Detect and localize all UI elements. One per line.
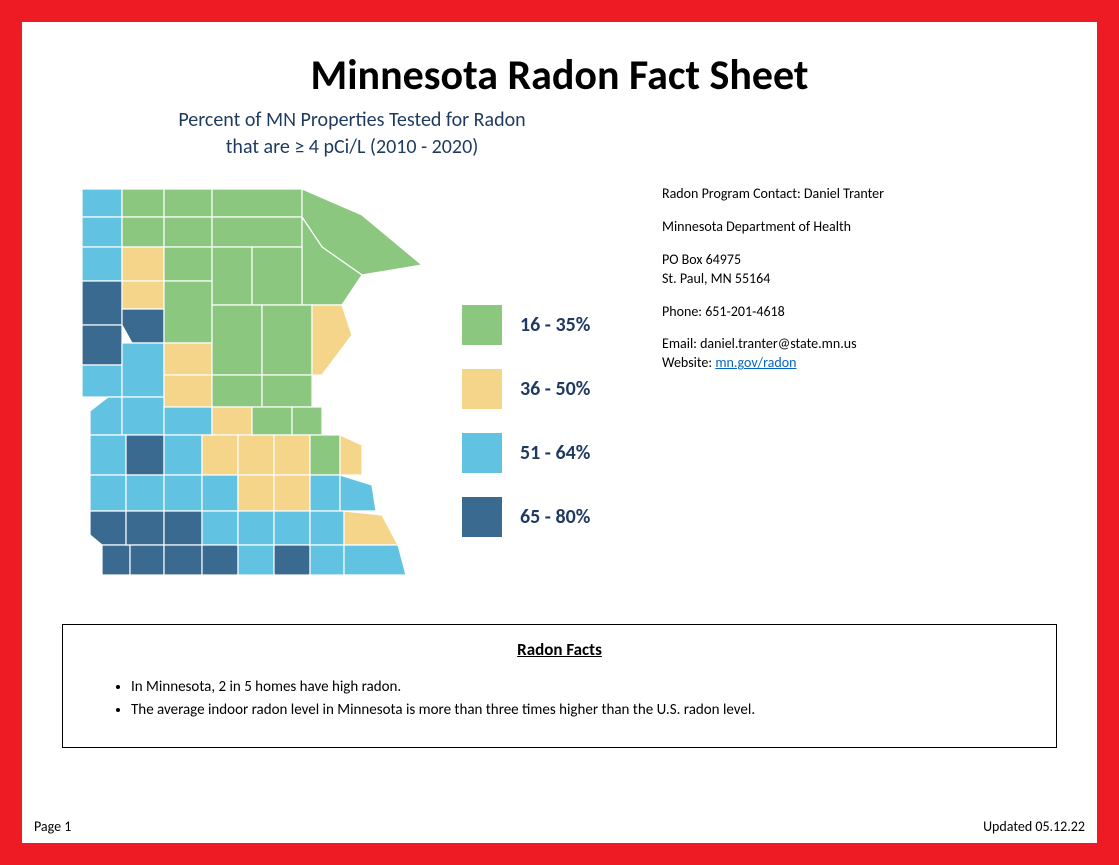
legend-item: 36 - 50%: [462, 369, 590, 409]
website-link[interactable]: mn.gov/radon: [715, 354, 796, 371]
legend-swatch: [462, 305, 502, 345]
facts-list: In Minnesota, 2 in 5 homes have high rad…: [83, 676, 1036, 721]
page-footer: Page 1 Updated 05.12.22: [34, 818, 1085, 835]
contact-website-line: Website: mn.gov/radon: [662, 354, 884, 373]
legend-item: 65 - 80%: [462, 497, 590, 537]
facts-heading: Radon Facts: [83, 639, 1036, 660]
legend-label: 36 - 50%: [520, 377, 590, 401]
legend-label: 16 - 35%: [520, 313, 590, 337]
website-label: Website:: [662, 354, 715, 371]
page-title: Minnesota Radon Fact Sheet: [62, 50, 1057, 101]
fact-item: In Minnesota, 2 in 5 homes have high rad…: [131, 676, 1036, 699]
legend-label: 65 - 80%: [520, 505, 590, 529]
contact-block: Radon Program Contact: Daniel Tranter Mi…: [662, 185, 884, 600]
legend-item: 51 - 64%: [462, 433, 590, 473]
subtitle-line-1: Percent of MN Properties Tested for Rado…: [178, 108, 525, 132]
map-subtitle: Percent of MN Properties Tested for Rado…: [122, 107, 582, 161]
subtitle-line-2: that are ≥ 4 pCi/L (2010 - 2020): [226, 135, 479, 159]
contact-addr1: PO Box 64975: [662, 251, 884, 270]
content-row: 16 - 35% 36 - 50% 51 - 64% 65 - 80% Rado…: [62, 175, 1057, 600]
page-container: Minnesota Radon Fact Sheet Percent of MN…: [22, 22, 1097, 843]
facts-box: Radon Facts In Minnesota, 2 in 5 homes h…: [62, 624, 1057, 748]
legend-swatch: [462, 433, 502, 473]
legend-swatch: [462, 369, 502, 409]
fact-item: The average indoor radon level in Minnes…: [131, 699, 1036, 722]
minnesota-map: [62, 175, 442, 595]
contact-phone: Phone: 651-201-4618: [662, 303, 884, 322]
legend-swatch: [462, 497, 502, 537]
footer-updated: Updated 05.12.22: [983, 818, 1085, 835]
contact-email: Email: daniel.tranter@state.mn.us: [662, 335, 884, 354]
contact-org: Minnesota Department of Health: [662, 218, 884, 237]
legend-label: 51 - 64%: [520, 441, 590, 465]
legend-item: 16 - 35%: [462, 305, 590, 345]
map-area: 16 - 35% 36 - 50% 51 - 64% 65 - 80%: [62, 175, 622, 600]
footer-page: Page 1: [34, 818, 71, 835]
map-legend: 16 - 35% 36 - 50% 51 - 64% 65 - 80%: [462, 305, 590, 561]
contact-addr2: St. Paul, MN 55164: [662, 270, 884, 289]
contact-program: Radon Program Contact: Daniel Tranter: [662, 185, 884, 204]
